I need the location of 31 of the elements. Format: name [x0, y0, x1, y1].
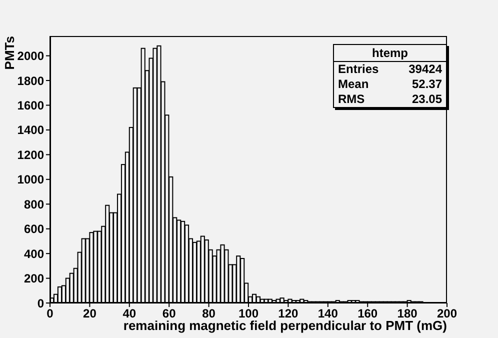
annotation: 52.37: [412, 77, 442, 92]
y-tick-label: 1000: [17, 172, 44, 187]
annotation: htemp: [334, 45, 446, 62]
annotation: 39424: [408, 62, 442, 77]
x-tick-label: 160: [358, 306, 378, 321]
y-axis-title: PMTs: [2, 36, 17, 70]
x-tick-label: 140: [318, 306, 338, 321]
y-tick-label: 2000: [17, 49, 44, 64]
x-tick-label: 80: [202, 306, 216, 321]
x-tick-label: 120: [278, 306, 299, 321]
annotation: Entries: [338, 62, 379, 77]
x-tick-label: 200: [436, 306, 458, 321]
y-tick-label: 1800: [17, 74, 44, 88]
x-tick-label: 180: [397, 306, 418, 321]
y-tick-label: 1600: [17, 98, 44, 112]
annotation: RMS: [338, 92, 365, 107]
x-tick-label: 100: [238, 306, 259, 321]
y-tick-label: 0: [37, 296, 44, 310]
y-tick-label: 200: [24, 272, 44, 286]
x-tick-label: 20: [83, 306, 97, 321]
annotation: Mean: [338, 77, 369, 92]
y-tick-label: 800: [24, 197, 44, 212]
y-tick-label: 1400: [17, 123, 44, 138]
x-tick-label: 40: [122, 306, 136, 321]
y-tick-label: 600: [24, 222, 44, 236]
x-tick-label: 0: [46, 306, 54, 321]
y-tick-label: 400: [24, 246, 44, 261]
x-tick-label: 60: [162, 306, 176, 321]
annotation: 23.05: [412, 92, 442, 107]
y-tick-label: 1200: [17, 148, 44, 162]
x-axis-title: remaining magnetic field perpendicular to PMT (mG): [123, 318, 447, 333]
